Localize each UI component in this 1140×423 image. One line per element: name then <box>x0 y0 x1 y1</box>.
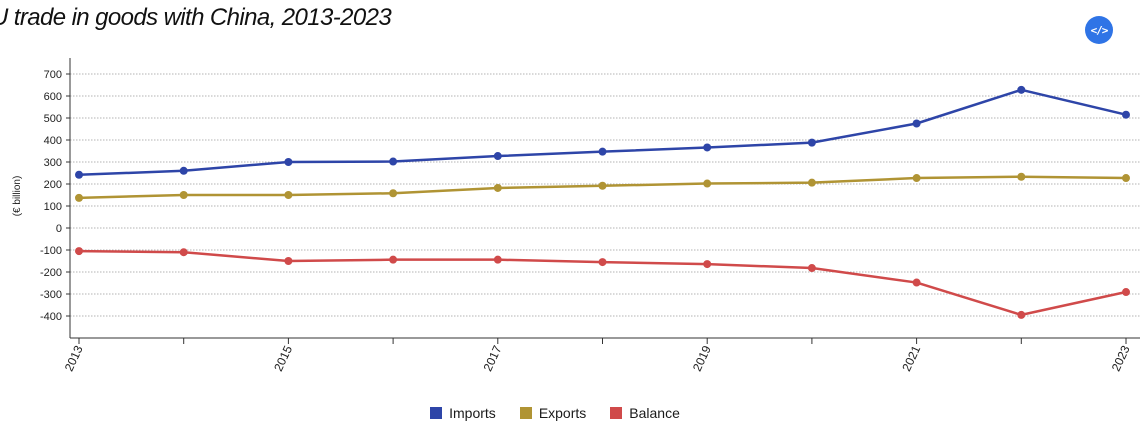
y-tick-label: 600 <box>44 91 62 103</box>
imports-point[interactable] <box>75 170 83 179</box>
y-tick-label: -200 <box>40 267 62 279</box>
exports-point[interactable] <box>807 178 816 187</box>
y-tick-labels: 700 600 500 400 300 200 100 0 -100 -200 -300 -400 <box>40 69 70 323</box>
imports-point[interactable] <box>703 143 712 152</box>
balance-point[interactable] <box>703 260 712 269</box>
x-tick-label: 2023 <box>1109 343 1133 373</box>
balance-point[interactable] <box>1122 288 1130 297</box>
balance-point[interactable] <box>284 257 293 265</box>
exports-point[interactable] <box>75 193 83 202</box>
legend-label-exports: Exports <box>538 405 587 421</box>
exports-point[interactable] <box>703 179 712 188</box>
exports-point[interactable] <box>912 174 921 183</box>
y-axis-title: (€ billion) <box>12 176 23 217</box>
y-tick-label: 200 <box>44 179 62 191</box>
balance-point[interactable] <box>493 255 502 264</box>
x-tick-label: 2021 <box>899 343 923 373</box>
chart-legend: Imports Exports Balance <box>0 405 1110 421</box>
balance-point[interactable] <box>179 248 188 257</box>
imports-point[interactable] <box>179 166 188 175</box>
x-tick-labels: 2013 2015 2017 2019 2021 2023 <box>62 338 1133 373</box>
exports-swatch <box>519 407 532 419</box>
gridlines <box>70 73 1140 317</box>
legend-label-imports: Imports <box>449 405 496 421</box>
exports-point[interactable] <box>493 183 502 192</box>
balance-point[interactable] <box>389 255 398 264</box>
imports-swatch <box>430 407 443 419</box>
exports-point[interactable] <box>598 181 607 190</box>
balance-point[interactable] <box>75 247 83 256</box>
embed-code-button[interactable]: </> <box>1085 16 1113 44</box>
exports-point[interactable] <box>389 189 398 198</box>
imports-point[interactable] <box>284 158 293 166</box>
legend-item-exports[interactable]: Exports <box>519 405 587 421</box>
y-tick-label: 0 <box>56 223 62 235</box>
x-tick-label: 2013 <box>62 343 86 373</box>
imports-point[interactable] <box>1122 110 1130 119</box>
exports-point[interactable] <box>284 191 293 199</box>
balance-point[interactable] <box>912 278 921 287</box>
legend-item-imports[interactable]: Imports <box>430 405 496 421</box>
balance-point[interactable] <box>807 264 816 273</box>
exports-point[interactable] <box>179 191 188 199</box>
x-tick-label: 2015 <box>271 343 295 373</box>
balance-point[interactable] <box>598 258 607 267</box>
x-tick-label: 2017 <box>481 343 505 373</box>
y-tick-label: -100 <box>40 245 62 257</box>
imports-point[interactable] <box>807 138 816 147</box>
imports-point[interactable] <box>912 119 921 128</box>
line-chart: 700 600 500 400 300 200 100 0 -100 -200 -300 -400 2… <box>12 58 1140 373</box>
balance-point[interactable] <box>1017 310 1026 319</box>
y-tick-label: 100 <box>44 201 62 213</box>
axes <box>69 58 1140 339</box>
exports-point[interactable] <box>1017 172 1026 181</box>
legend-label-balance: Balance <box>629 405 680 421</box>
imports-point[interactable] <box>493 152 502 161</box>
imports-point[interactable] <box>1017 85 1026 94</box>
y-tick-label: 500 <box>44 113 62 125</box>
y-tick-label: -400 <box>40 311 62 323</box>
balance-swatch <box>610 407 623 419</box>
chart-title: U trade in goods with China, 2013-2023 <box>0 4 392 31</box>
series-lines <box>75 85 1130 319</box>
imports-point[interactable] <box>389 157 398 166</box>
x-tick-label: 2019 <box>690 343 714 373</box>
code-embed-icon: </> <box>1090 23 1109 37</box>
y-tick-label: -300 <box>40 289 62 301</box>
y-tick-label: 400 <box>44 135 62 147</box>
legend-item-balance[interactable]: Balance <box>610 405 680 421</box>
y-tick-label: 300 <box>44 157 62 169</box>
imports-point[interactable] <box>598 147 607 156</box>
y-tick-label: 700 <box>44 69 62 81</box>
exports-point[interactable] <box>1122 174 1130 183</box>
